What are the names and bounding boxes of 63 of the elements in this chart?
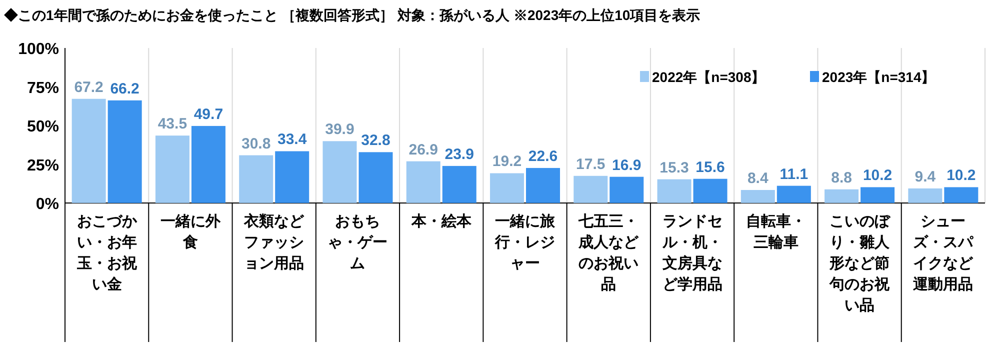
data-label: 33.4 [277,131,308,148]
bar [824,189,859,203]
data-label: 11.1 [780,166,808,183]
bar [72,98,106,203]
data-label: 15.3 [660,159,689,176]
data-label: 19.2 [492,153,522,170]
data-label: 9.4 [914,168,936,186]
data-label: 17.5 [576,156,606,173]
bar [490,173,524,203]
data-label: 32.8 [361,132,390,150]
bar [406,161,440,203]
x-tick-label: 本・絵本 [410,212,472,232]
data-label: 43.5 [158,116,188,133]
bar [155,136,190,203]
x-tick-label: こいのぼり・雛人形など節句のお祝い品 [828,212,892,316]
bar [108,100,142,203]
bar [275,151,310,203]
bar [693,178,728,203]
data-label: 67.2 [74,78,104,96]
bar [944,187,978,203]
x-tick-label: 七五三・成人などのお祝い品 [577,212,640,295]
bar [740,190,775,203]
x-tick-label: 衣類などファッション用品 [242,212,306,274]
bar [358,152,393,203]
data-label: 26.9 [408,141,438,158]
data-label: 10.2 [862,167,892,184]
chart-title: ◆この1年間で孫のためにお金を使ったこと ［複数回答形式］ 対象：孫がいる人 ※2023年の上位10項目を表示 [4,7,700,23]
data-label: 8.8 [831,169,852,186]
legend-label: 2023年【n=314】 [822,69,936,85]
bar [908,188,942,203]
data-label: 49.7 [194,106,224,123]
bar [657,179,692,203]
data-label: 8.4 [747,170,769,187]
x-tick-label: 一緒に旅行・レジャー [494,212,556,274]
y-tick-label: 100% [18,41,59,58]
x-tick-label: 一緒に外食 [159,212,222,253]
data-label: 23.9 [444,146,474,163]
data-label: 30.8 [241,135,271,152]
y-tick-label: 50% [26,118,59,136]
x-tick-label: シューズ・スパイクなど運動用品 [912,212,974,295]
x-tick-label: おもちゃ・ゲーム [326,212,389,274]
bar [860,187,895,203]
y-tick-label: 75% [26,80,59,97]
data-label: 10.2 [946,167,976,184]
bar [322,141,357,203]
bar [776,186,811,203]
x-tick-label: ランドセル・机・文房具など学用品 [661,212,724,295]
x-tick-label: 自転車・三輪車 [744,212,807,253]
y-tick-label: 25% [26,157,59,174]
data-label: 16.9 [612,156,642,174]
legend-label: 2022年【n=308】 [652,69,766,85]
bar [191,126,226,203]
bar [239,155,274,203]
data-label: 15.6 [696,158,725,176]
bar [574,176,608,203]
data-label: 39.9 [325,121,354,138]
bar [526,168,560,203]
data-label: 22.6 [528,148,558,165]
x-tick-label: おこづかい・お年玉・お祝い金 [76,212,138,295]
bar [442,166,476,203]
bar [610,176,644,203]
data-label: 66.2 [110,80,140,98]
y-tick-label: 0% [36,196,59,213]
